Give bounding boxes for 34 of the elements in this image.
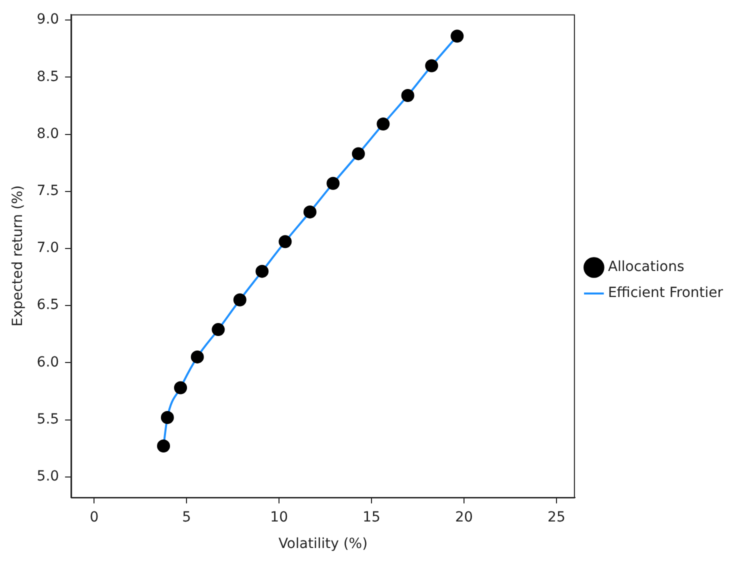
point xyxy=(190,350,204,364)
point xyxy=(450,30,464,43)
x-tick-label: 15 xyxy=(362,509,380,526)
point xyxy=(160,410,174,424)
point xyxy=(326,176,340,190)
y-tick-label: 6.5 xyxy=(36,297,60,314)
x-tick-label: 5 xyxy=(182,509,192,526)
point xyxy=(425,59,438,72)
point xyxy=(212,323,225,336)
y-tick-label: 5.5 xyxy=(36,411,60,428)
legend-label: Allocations xyxy=(608,259,684,276)
point xyxy=(278,235,292,248)
x-axis-title: Volatility (%) xyxy=(278,536,368,552)
x-tick-label: 25 xyxy=(548,509,566,526)
x-tick-label: 20 xyxy=(455,509,473,526)
y-axis-title: Expected return (%) xyxy=(10,185,26,327)
point xyxy=(401,88,414,102)
y-tick-label: 6.0 xyxy=(36,354,60,370)
point xyxy=(174,381,188,394)
y-tick-label: 5.0 xyxy=(36,468,60,484)
x-tick-label: 0 xyxy=(90,509,99,526)
point xyxy=(157,440,170,453)
point xyxy=(376,118,390,131)
y-tick-label: 7.5 xyxy=(36,183,60,200)
y-tick-label: 9.0 xyxy=(36,12,60,28)
y-tick-label: 8.0 xyxy=(36,126,60,142)
legend-label: Efficient Frontier xyxy=(608,285,724,302)
point xyxy=(352,147,365,160)
y-tick-label: 7.0 xyxy=(36,240,60,256)
point xyxy=(233,293,246,306)
y-tick-label: 8.5 xyxy=(36,68,60,85)
point xyxy=(256,264,269,278)
x-tick-label: 10 xyxy=(270,509,288,526)
point xyxy=(303,205,316,218)
